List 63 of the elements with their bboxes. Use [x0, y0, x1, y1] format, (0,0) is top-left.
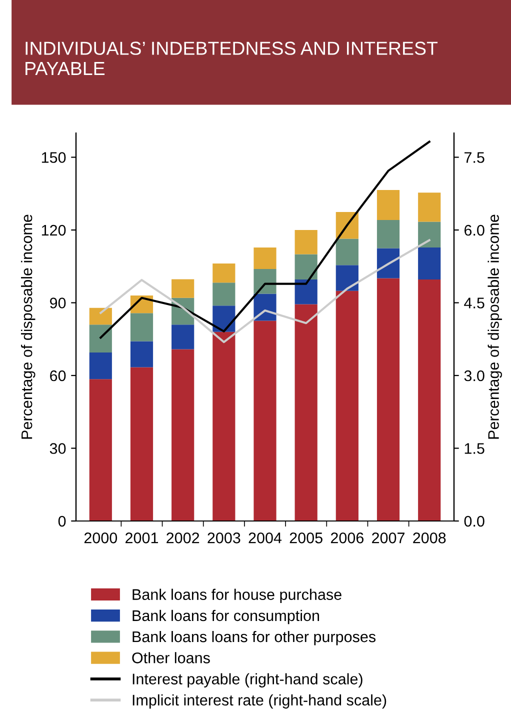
x-tick-label: 2008 [413, 532, 446, 544]
legend-label: Interest payable (right-hand scale) [132, 673, 362, 688]
bar [336, 238, 358, 266]
chart-title: INDIVIDUALS’ INDEBTEDNESS AND INTEREST PAYABLE [26, 42, 438, 75]
bar [130, 341, 154, 368]
bar [418, 222, 441, 248]
legend-label: Bank loans loans for other purposes [132, 630, 376, 646]
bar [376, 248, 400, 278]
bar [294, 230, 318, 254]
bar [172, 279, 194, 298]
bar [336, 265, 358, 291]
bar [336, 290, 358, 521]
bar [172, 324, 194, 350]
y2-tick-label: 1.5 [464, 443, 484, 454]
line-series [100, 239, 430, 344]
y2-tick-label: 6.0 [464, 224, 484, 236]
bar [418, 279, 441, 521]
y-axis-title: Percentage of disposable income [20, 214, 36, 439]
y-tick-label: 90 [50, 298, 66, 308]
bar [172, 349, 194, 521]
x-tick-label: 2000 [84, 532, 118, 544]
bar [212, 282, 236, 306]
bar [212, 263, 236, 283]
bar [254, 247, 276, 270]
line-series [100, 140, 430, 339]
x-tick-label: 2002 [166, 532, 200, 544]
bar [130, 367, 154, 521]
legend-label: Bank loans for house purchase [132, 588, 342, 603]
bar [212, 332, 236, 521]
x-tick-label: 2003 [208, 532, 240, 544]
bar [254, 269, 276, 294]
bar [89, 324, 112, 352]
y2-axis-title: Percentage of disposable income [488, 214, 502, 439]
bar [89, 308, 112, 325]
bar [418, 192, 441, 222]
bar [376, 278, 400, 521]
bar [130, 313, 154, 342]
bar [89, 379, 112, 521]
y2-tick-label: 3.0 [464, 370, 484, 382]
bar [294, 279, 318, 304]
legend-label: Other loans [132, 652, 210, 664]
bar [294, 304, 318, 521]
y-tick-label: 0 [58, 516, 66, 527]
x-tick-label: 2004 [248, 532, 282, 544]
y2-tick-label: 0.0 [464, 516, 484, 527]
bar [376, 190, 400, 220]
bar [89, 352, 112, 380]
y2-tick-label: 7.5 [464, 152, 484, 163]
y2-tick-label: 4.5 [464, 298, 484, 308]
y-tick-label: 60 [50, 370, 66, 382]
x-tick-label: 2006 [330, 532, 364, 544]
x-tick-label: 2007 [372, 532, 404, 544]
x-tick-label: 2005 [290, 532, 322, 544]
bar [254, 320, 276, 521]
bar [376, 220, 400, 248]
bar [418, 247, 441, 280]
y-tick-label: 150 [42, 152, 66, 163]
y-tick-label: 30 [50, 443, 66, 454]
y-tick-label: 120 [42, 224, 66, 236]
x-tick-label: 2001 [126, 532, 158, 544]
legend-label: Implicit interest rate (right-hand scale) [132, 694, 386, 709]
legend-label: Bank loans for consumption [132, 610, 320, 624]
bar [294, 254, 318, 280]
